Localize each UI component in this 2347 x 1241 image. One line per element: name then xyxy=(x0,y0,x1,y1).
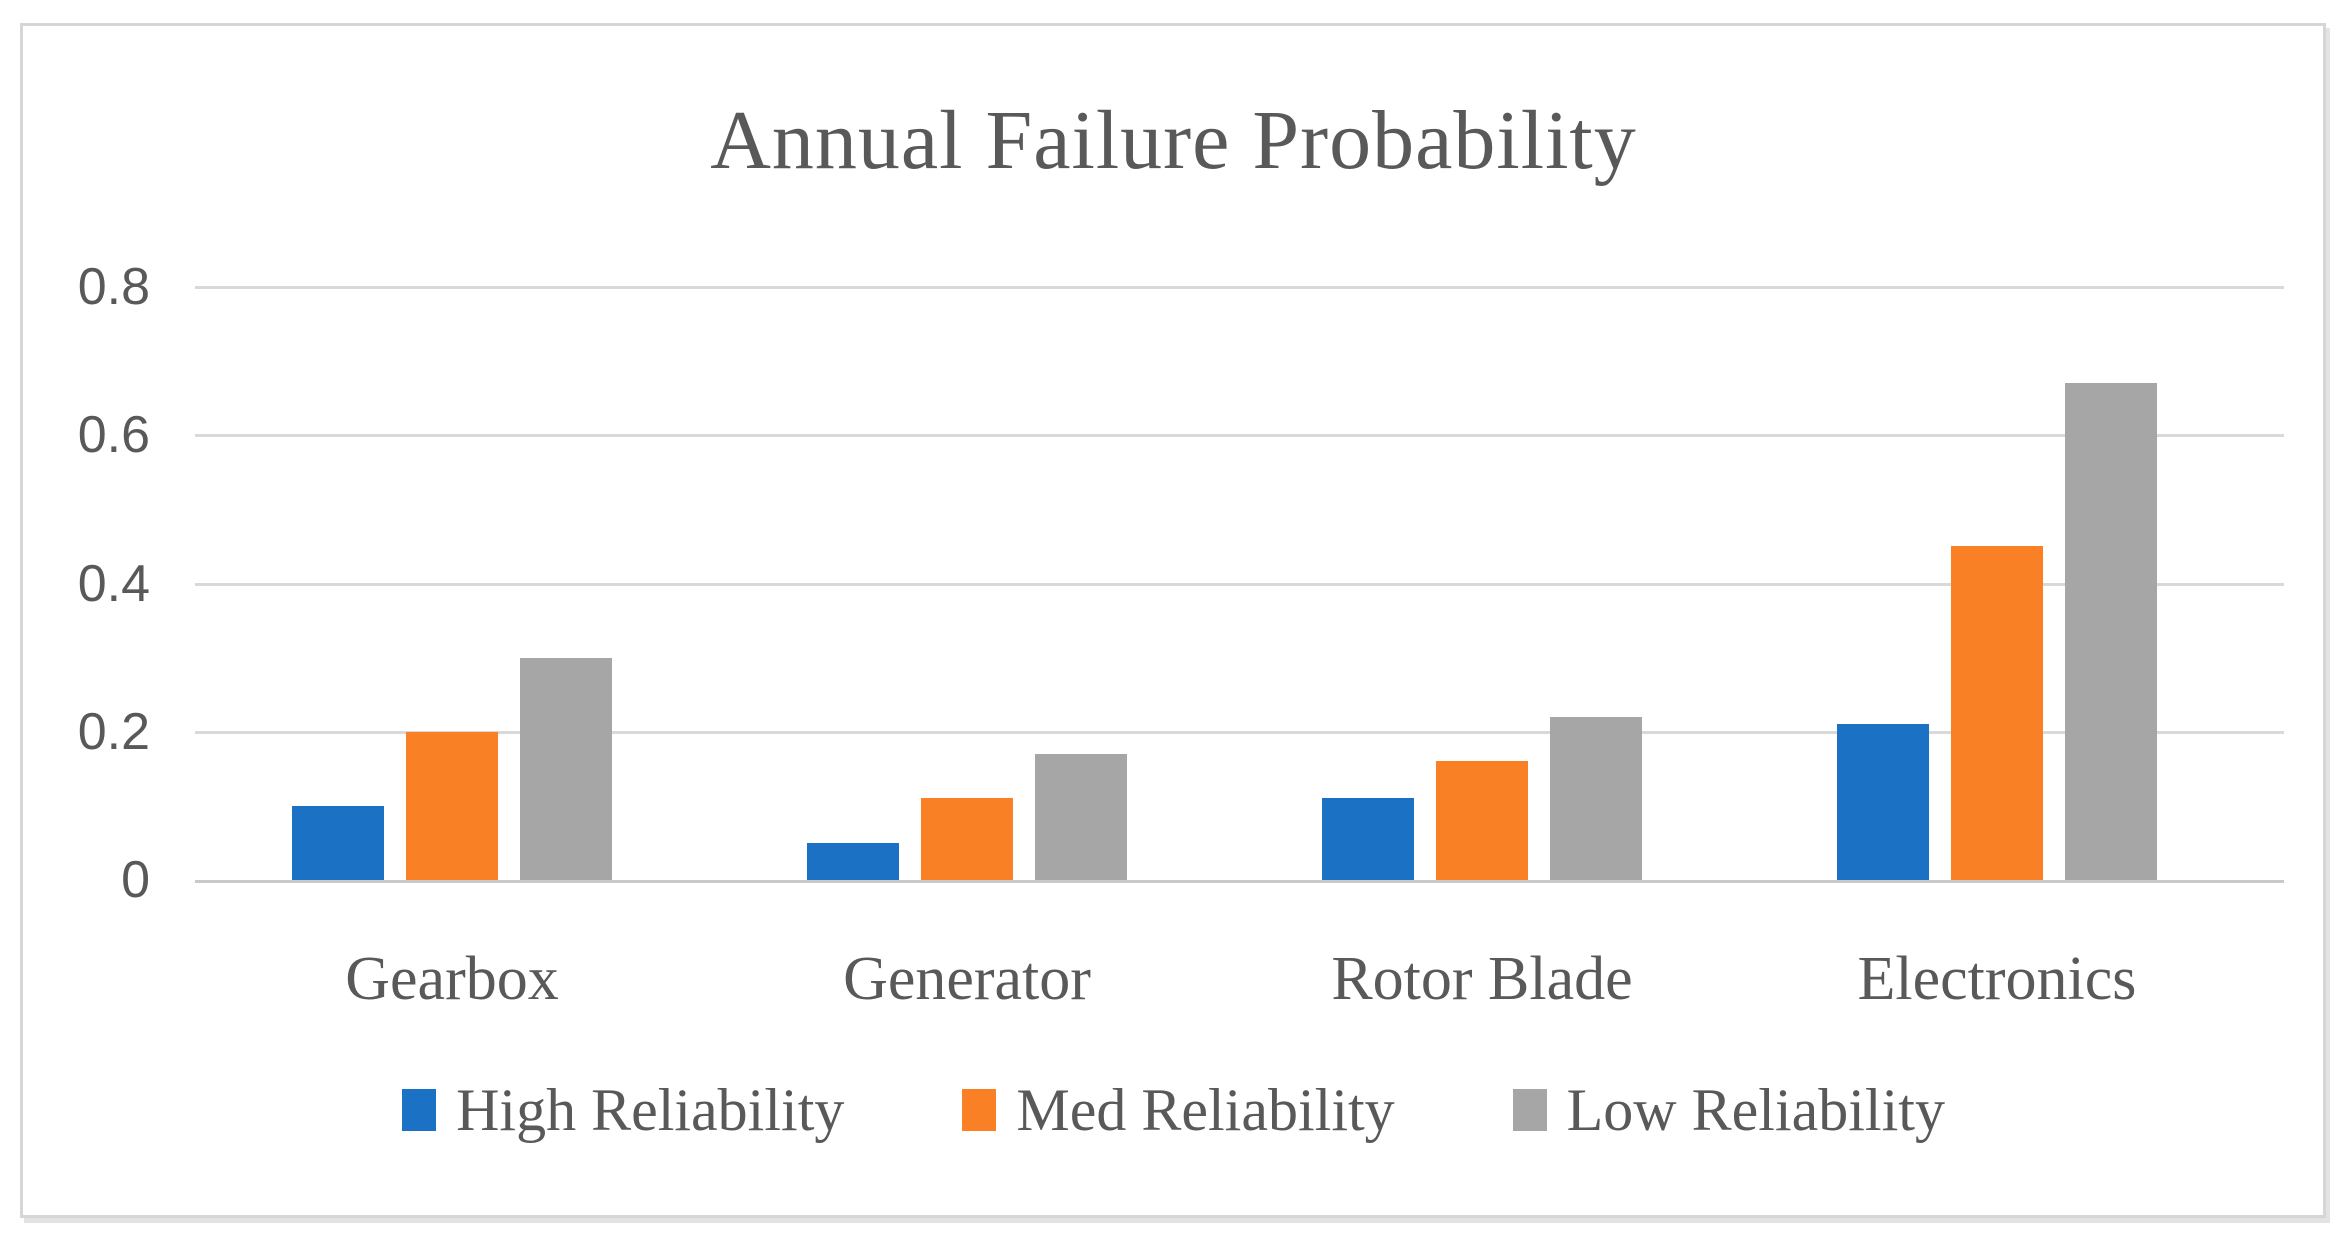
gridline-0.6 xyxy=(195,434,2284,438)
legend-item-high-reliability: High Reliability xyxy=(402,1080,844,1140)
gridline-0.8 xyxy=(195,286,2284,289)
bar-generator-low-reliability xyxy=(1035,754,1127,880)
gridline-0.2 xyxy=(195,730,2284,734)
bar-gearbox-med-reliability xyxy=(406,731,498,880)
y-tick-label-0.8: 0.8 xyxy=(77,258,150,316)
y-tick-label-0: 0 xyxy=(121,851,150,909)
category-label-generator: Generator xyxy=(843,945,1091,1013)
bar-gearbox-high-reliability xyxy=(292,805,384,880)
y-tick-label-0.4: 0.4 xyxy=(77,554,150,613)
bar-rotor-blade-low-reliability xyxy=(1550,716,1642,880)
plot-area xyxy=(195,286,2284,883)
legend-label: Med Reliability xyxy=(1016,1077,1395,1143)
bar-generator-high-reliability xyxy=(807,842,899,880)
legend-label: High Reliability xyxy=(456,1077,845,1143)
bar-electronics-high-reliability xyxy=(1837,724,1929,880)
legend-item-med-reliability: Med Reliability xyxy=(962,1077,1395,1143)
bar-rotor-blade-med-reliability xyxy=(1436,761,1528,880)
chart-title: Annual Failure Probability xyxy=(710,94,1637,187)
chart-frame-border xyxy=(20,23,2326,1218)
legend: High Reliability Med Reliability Low Relia… xyxy=(0,1068,2347,1152)
bar-gearbox-low-reliability xyxy=(520,657,612,880)
category-label-rotor-blade: Rotor Blade xyxy=(1331,945,1633,1013)
bar-rotor-blade-high-reliability xyxy=(1322,798,1414,880)
bar-electronics-low-reliability xyxy=(2065,383,2157,880)
legend-item-low-reliability: Low Reliability xyxy=(1512,1077,1945,1143)
y-tick-label-0.6: 0.6 xyxy=(77,406,150,465)
legend-label: Low Reliability xyxy=(1566,1077,1945,1143)
legend-swatch-icon xyxy=(402,1089,437,1131)
legend-swatch-icon xyxy=(1512,1089,1547,1131)
bar-electronics-med-reliability xyxy=(1951,546,2043,880)
bar-generator-med-reliability xyxy=(921,798,1013,880)
category-label-gearbox: Gearbox xyxy=(345,945,559,1013)
legend-swatch-icon xyxy=(962,1089,997,1131)
y-tick-label-0.2: 0.2 xyxy=(77,702,150,761)
category-label-electronics: Electronics xyxy=(1857,945,2137,1013)
gridline-0.4 xyxy=(195,582,2284,586)
